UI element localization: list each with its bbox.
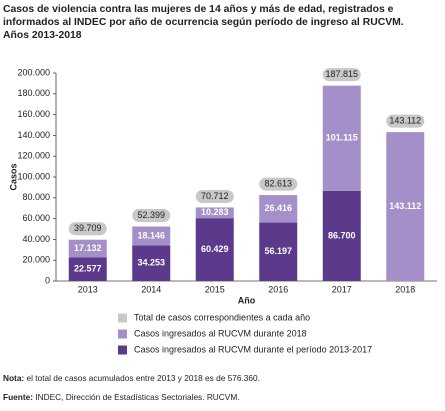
bar-segment bbox=[132, 245, 171, 281]
x-tick-label: 2014 bbox=[141, 284, 161, 294]
data-label: 143.112 bbox=[389, 201, 421, 211]
bar-segment bbox=[195, 218, 234, 281]
legend-swatch bbox=[118, 313, 127, 323]
bar-segment bbox=[68, 257, 107, 281]
total-label: 82.613 bbox=[264, 178, 292, 188]
total-label: 187.815 bbox=[325, 69, 358, 79]
y-tick-label: 140.000 bbox=[17, 130, 50, 140]
bar-segment bbox=[132, 226, 171, 246]
data-label: 26.416 bbox=[264, 203, 292, 213]
x-tick-label: 2017 bbox=[332, 284, 352, 294]
note: Nota: el total de casos acumulados entre… bbox=[3, 373, 260, 383]
y-tick-label: 60.000 bbox=[22, 213, 50, 223]
chart-subtitle: Años 2013-2018 bbox=[3, 30, 82, 41]
bar-segment bbox=[322, 85, 361, 191]
bar-segment bbox=[386, 132, 425, 281]
x-tick-label: 2016 bbox=[268, 284, 288, 294]
total-label: 70.712 bbox=[201, 191, 229, 201]
y-tick-label: 80.000 bbox=[22, 192, 50, 202]
legend-swatch bbox=[118, 329, 127, 339]
legend-label: Casos ingresados al RUCVM durante 2018 bbox=[134, 328, 307, 338]
legend-swatch bbox=[118, 345, 127, 355]
total-pill bbox=[195, 189, 234, 203]
x-tick-label: 2015 bbox=[205, 284, 225, 294]
y-tick-label: 180.000 bbox=[17, 88, 50, 98]
total-pill bbox=[259, 177, 298, 191]
legend-label: Casos ingresados al RUCVM durante el per… bbox=[134, 344, 372, 354]
note-text: el total de casos acumulados entre 2013 … bbox=[26, 373, 260, 383]
source: Fuente: INDEC, Dirección de Estadísticas… bbox=[3, 392, 240, 402]
legend-label: Total de casos correspondientes a cada a… bbox=[134, 312, 310, 322]
total-label: 39.709 bbox=[74, 223, 102, 233]
x-tick-label: 2018 bbox=[395, 284, 415, 294]
bar-segment bbox=[195, 207, 234, 219]
total-pill bbox=[386, 114, 425, 128]
y-tick-label: 20.000 bbox=[22, 255, 50, 265]
total-pill bbox=[68, 222, 107, 236]
y-tick-label: 40.000 bbox=[22, 234, 50, 244]
total-pill bbox=[132, 209, 171, 223]
total-label: 143.112 bbox=[389, 116, 421, 126]
data-label: 56.197 bbox=[264, 246, 292, 256]
y-axis-label: Casos bbox=[8, 163, 18, 190]
data-label: 86.700 bbox=[328, 230, 356, 240]
data-label: 22.577 bbox=[74, 264, 102, 274]
x-axis-label: Año bbox=[238, 295, 256, 305]
bar-segment bbox=[259, 195, 298, 223]
x-tick-label: 2013 bbox=[78, 284, 98, 294]
data-label: 34.253 bbox=[137, 258, 165, 268]
bar-segment bbox=[68, 239, 107, 258]
bar-segment bbox=[259, 222, 298, 281]
data-label: 18.146 bbox=[137, 230, 165, 240]
data-label: 10.283 bbox=[201, 207, 229, 217]
data-label: 101.115 bbox=[326, 133, 358, 143]
source-label: Fuente: bbox=[3, 392, 33, 402]
y-tick-label: 0 bbox=[45, 275, 50, 285]
data-label: 60.429 bbox=[201, 244, 229, 254]
chart-title: Casos de violencia contra las mujeres de… bbox=[3, 4, 404, 28]
y-tick-label: 120.000 bbox=[17, 151, 50, 161]
note-label: Nota: bbox=[3, 373, 25, 383]
total-label: 52.399 bbox=[137, 210, 165, 220]
total-pill bbox=[322, 68, 361, 82]
y-tick-label: 100.000 bbox=[17, 171, 50, 181]
source-text: INDEC, Dirección de Estadísticas Sectori… bbox=[35, 392, 240, 402]
bar-segment bbox=[322, 190, 361, 281]
data-label: 17.132 bbox=[74, 243, 102, 253]
y-tick-label: 200.000 bbox=[17, 67, 50, 77]
y-tick-label: 160.000 bbox=[17, 109, 50, 119]
